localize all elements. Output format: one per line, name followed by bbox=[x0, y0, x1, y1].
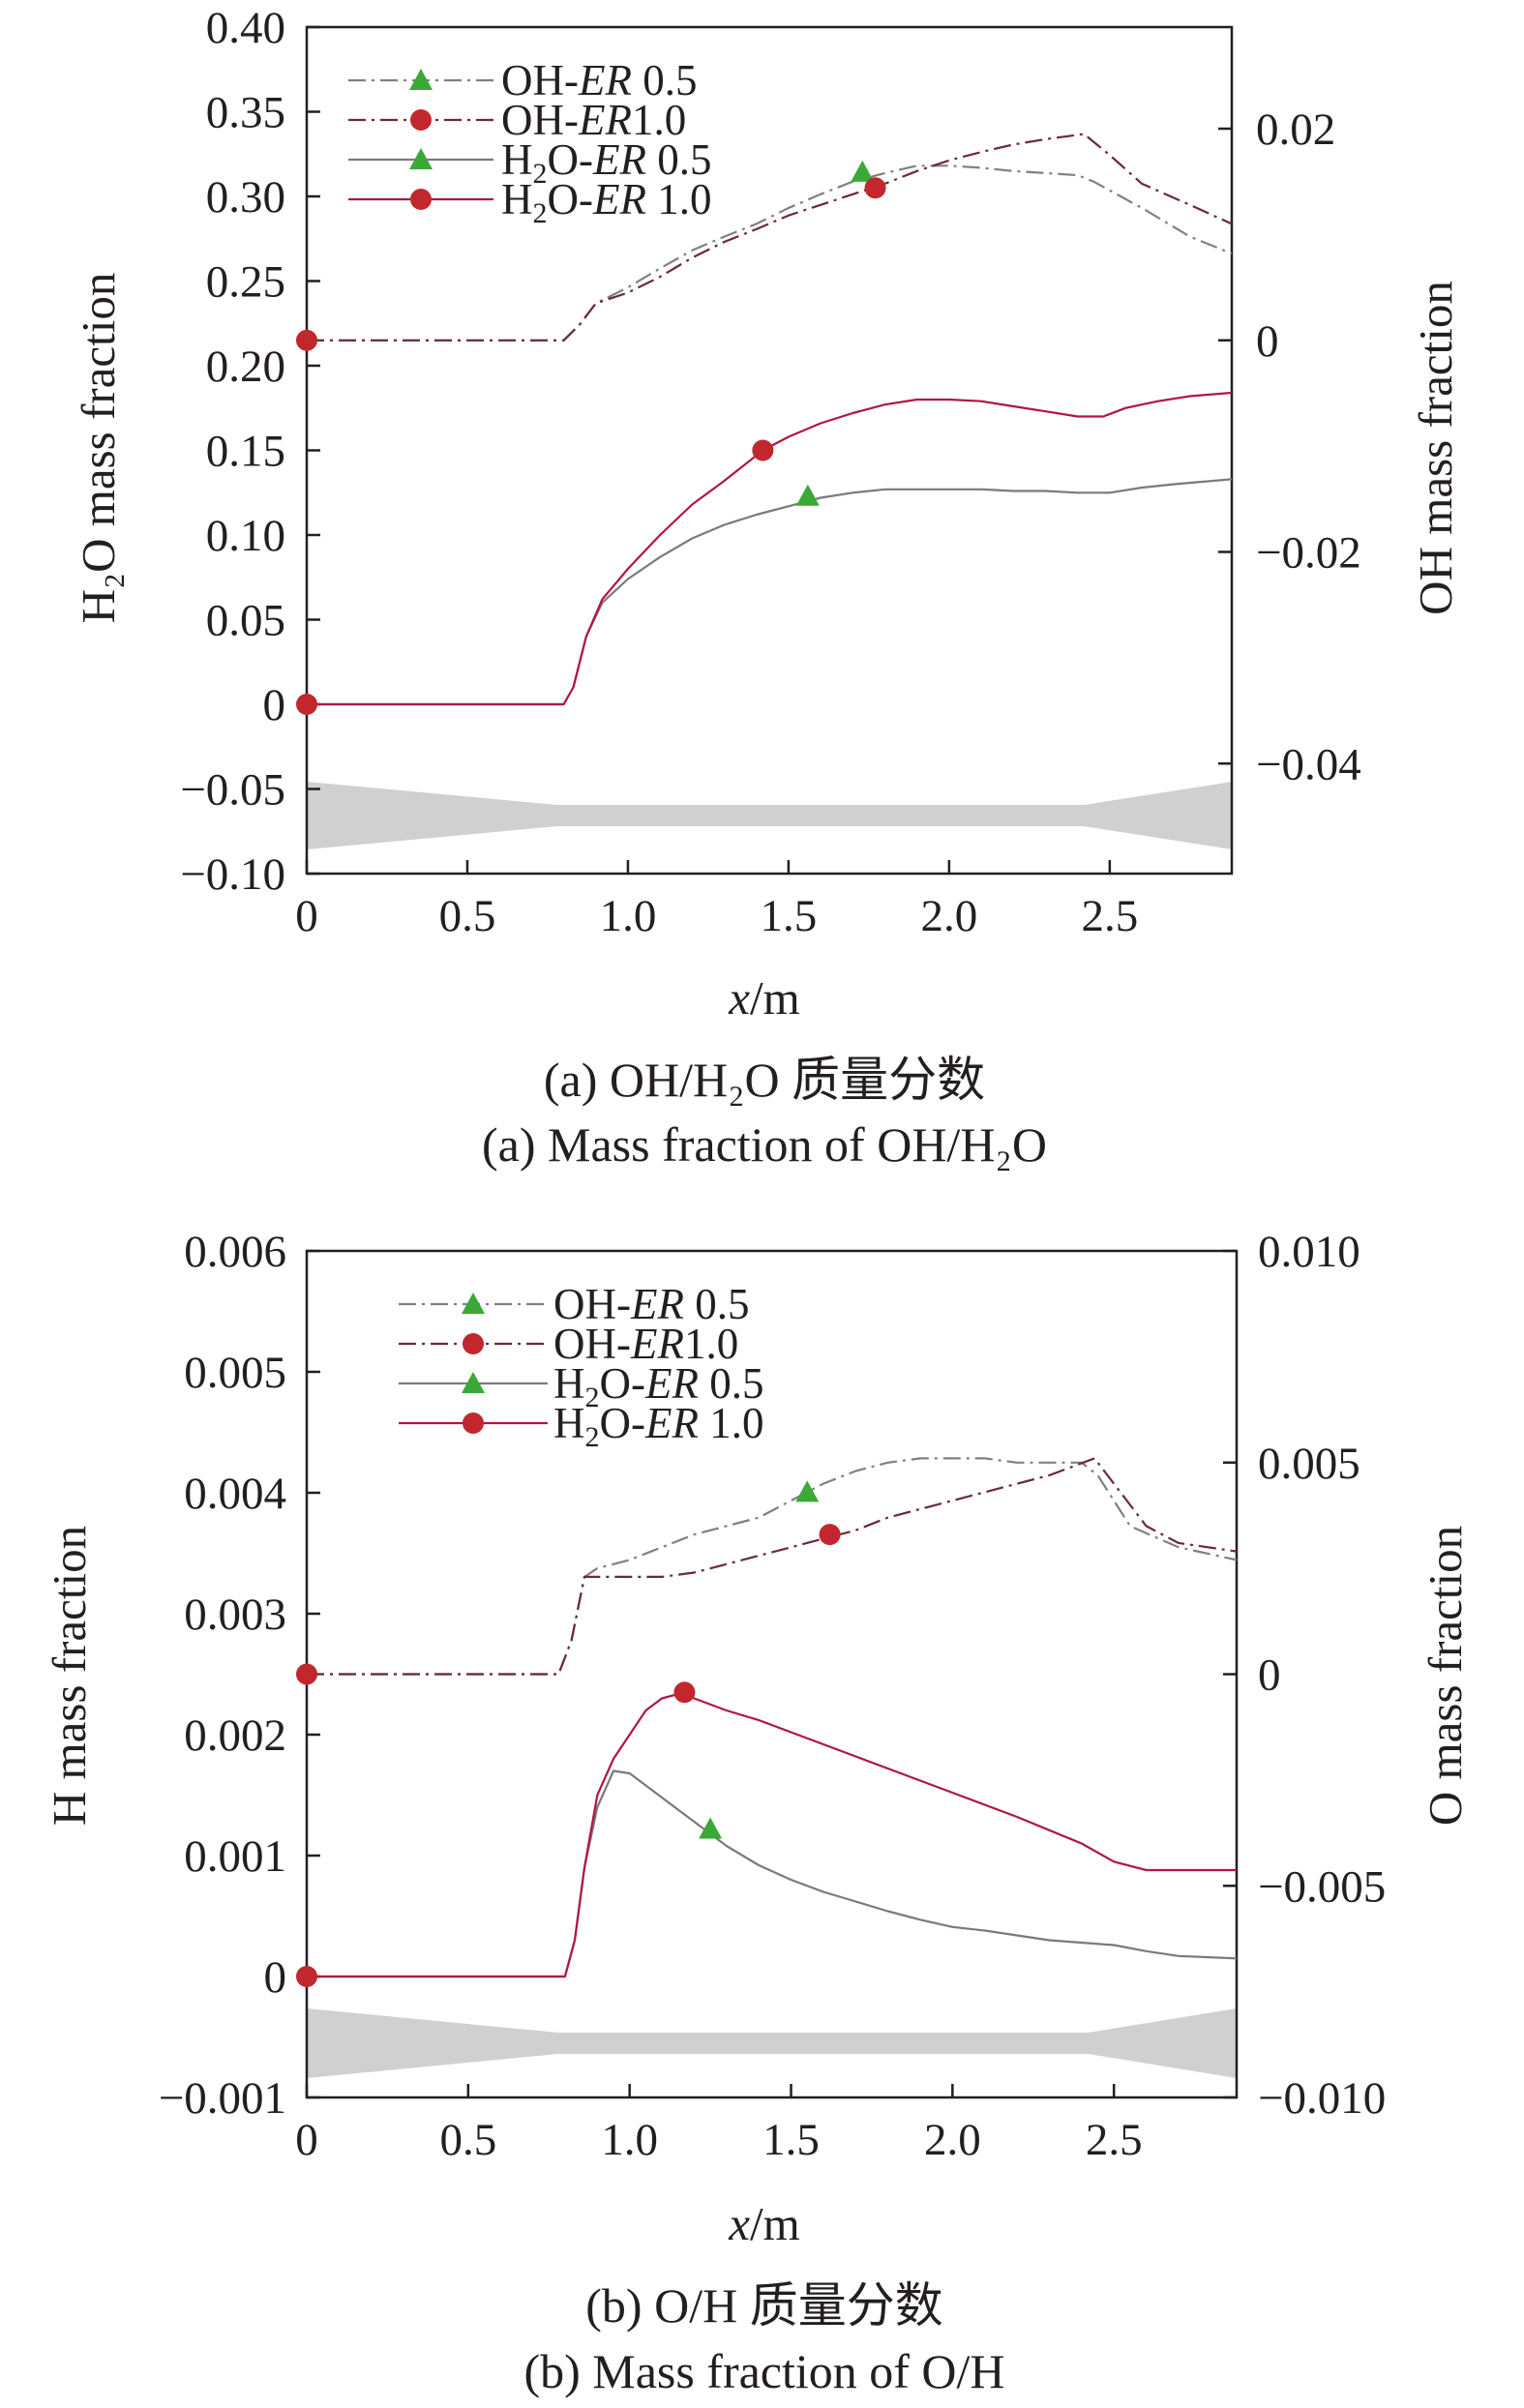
panel-b-x-tick-label: 0.5 bbox=[439, 2115, 496, 2165]
panel-a-start-marker bbox=[296, 694, 317, 715]
panel-a-x-tick-label: 2.5 bbox=[1081, 891, 1138, 941]
panel-a-left-tick-label: 0.15 bbox=[206, 427, 285, 477]
panel-a-series-line bbox=[307, 133, 1233, 342]
panel-b-left-tick-label: 0.006 bbox=[184, 1227, 286, 1277]
panel-a-nozzle-shape bbox=[307, 782, 1232, 849]
panel-b-left-axis-label: H mass fraction bbox=[43, 1526, 96, 1826]
panel-a-start-marker bbox=[296, 329, 317, 351]
panel-a-right-axis-label: OH mass fraction bbox=[1409, 281, 1462, 615]
panel-a-caption-zh: (a) OH/H₂O 质量分数 bbox=[544, 1053, 985, 1107]
panel-b-legend-marker bbox=[462, 1372, 485, 1393]
panel-a-x-tick-label: 0.5 bbox=[439, 891, 496, 941]
panel-a-legend-label: H2O-ER 1.0 bbox=[501, 175, 711, 229]
panel-a-series-marker bbox=[851, 160, 875, 182]
panel-a-legend-label: H2O-ER 0.5 bbox=[501, 135, 711, 190]
panel-a-left-tick-label: 0.20 bbox=[206, 342, 285, 392]
panel-b-right-tick-label: 0.005 bbox=[1258, 1439, 1360, 1489]
panel-a-x-tick-label: 0 bbox=[295, 891, 318, 941]
panel-b-legend-marker bbox=[462, 1293, 485, 1314]
panel-b-right-axis-label: O mass fraction bbox=[1419, 1526, 1472, 1826]
panel-b-nozzle-shape bbox=[307, 2008, 1237, 2078]
panel-a-plot-area: 0 0.5 1.0 1.5 2.0 2.5 0.40 0.35 0.30 0.25 0.20 0.15… bbox=[180, 3, 1361, 941]
panel-b-series-marker bbox=[699, 1817, 723, 1839]
panel-b-series-line bbox=[307, 1769, 1238, 1978]
panel-a-legend-marker bbox=[410, 109, 432, 131]
panel-a-legend-marker bbox=[409, 148, 433, 169]
panel-b-x-tick-label: 0 bbox=[295, 2115, 318, 2165]
panel-a-series-line bbox=[307, 164, 1233, 342]
panel-b-left-tick-label: 0.004 bbox=[184, 1469, 286, 1519]
panel-b-right-tick-label: −0.010 bbox=[1258, 2073, 1386, 2124]
panel-b-left-tick-label: −0.001 bbox=[159, 2073, 286, 2124]
panel-a-right-tick-label: 0.02 bbox=[1256, 104, 1335, 155]
panel-a-left-tick-label: 0.10 bbox=[206, 511, 285, 561]
panel-a-left-tick-label: 0 bbox=[263, 680, 286, 730]
panel-b-start-marker bbox=[296, 1663, 317, 1685]
panel-a-series-marker bbox=[864, 177, 886, 199]
panel-a-left-tick-label: 0.30 bbox=[206, 172, 285, 223]
panel-a-series-line bbox=[307, 391, 1233, 706]
panel-b-x-tick-label: 1.0 bbox=[601, 2115, 658, 2165]
panel-a-series-marker bbox=[795, 484, 820, 506]
panel-b-right-tick-label: 0 bbox=[1258, 1650, 1281, 1701]
panel-b-start-marker bbox=[296, 1966, 317, 1987]
panel-b-series-line bbox=[307, 1691, 1237, 1978]
panel-a-legend-marker bbox=[409, 69, 433, 90]
panel-b-legend-label: OH-ER 0.5 bbox=[553, 1280, 749, 1328]
panel-a-caption-en: (a) Mass fraction of OH/H₂O bbox=[482, 1117, 1047, 1172]
panel-b-series-marker bbox=[819, 1524, 841, 1546]
panel-a-left-tick-label: 0.25 bbox=[206, 257, 285, 308]
panel-b-left-tick-label: 0.002 bbox=[184, 1710, 286, 1761]
panel-b-left-tick-label: 0.001 bbox=[184, 1831, 286, 1882]
panel-b-x-axis-label: x/m bbox=[728, 2197, 799, 2250]
panel-a-x-tick-label: 1.5 bbox=[761, 891, 818, 941]
panel-a-left-tick-label: 0.05 bbox=[206, 596, 285, 646]
panel-b-caption-zh: (b) O/H 质量分数 bbox=[585, 2278, 942, 2333]
panel-a-chart: 0 0.5 1.0 1.5 2.0 2.5 0.40 0.35 0.30 0.25 0.20 0.15… bbox=[72, 3, 1462, 1172]
panel-a-series-marker bbox=[752, 439, 774, 461]
panel-b-legend-label: OH-ER1.0 bbox=[553, 1320, 738, 1368]
panel-a-left-axis-label: H₂O mass fraction bbox=[72, 273, 125, 624]
panel-b-series-line bbox=[307, 1457, 1238, 1676]
panel-a-right-tick-label: 0 bbox=[1256, 316, 1279, 367]
panel-a-legend-marker bbox=[410, 189, 432, 210]
panel-b-plot-area: 0 0.5 1.0 1.5 2.0 2.5 0.006 0.005 0.004 0.003 0.00… bbox=[159, 1227, 1387, 2165]
panel-b-legend-marker bbox=[463, 1412, 484, 1434]
panel-b-series-line bbox=[307, 1457, 1238, 1676]
panel-a-right-tick-label: −0.02 bbox=[1256, 528, 1361, 579]
panel-b-left-tick-label: 0.003 bbox=[184, 1590, 286, 1640]
panel-a-legend-label: OH-ER 0.5 bbox=[501, 56, 697, 104]
panel-a-x-tick-label: 2.0 bbox=[921, 891, 978, 941]
panel-b-series-marker bbox=[795, 1480, 820, 1502]
panel-b-legend-label: H2O-ER 0.5 bbox=[553, 1359, 763, 1413]
panel-b-legend-label: H2O-ER 1.0 bbox=[553, 1399, 763, 1453]
panel-a-legend-label: OH-ER1.0 bbox=[501, 96, 686, 144]
panel-b-x-tick-label: 2.5 bbox=[1086, 2115, 1143, 2165]
panel-a-left-tick-label: −0.10 bbox=[180, 849, 285, 900]
panel-b-right-tick-label: 0.010 bbox=[1258, 1227, 1360, 1277]
panel-a-x-tick-label: 1.0 bbox=[600, 891, 657, 941]
panel-b-x-tick-label: 2.0 bbox=[924, 2115, 981, 2165]
panel-b-legend-marker bbox=[463, 1333, 484, 1354]
panel-a-right-tick-label: −0.04 bbox=[1256, 739, 1361, 789]
panel-a-series-line bbox=[307, 478, 1233, 706]
panel-b-left-tick-label: 0 bbox=[264, 1952, 287, 2003]
panel-b-chart: 0 0.5 1.0 1.5 2.0 2.5 0.006 0.005 0.004 0.003 0.00… bbox=[43, 1227, 1472, 2398]
panel-b-right-tick-label: −0.005 bbox=[1258, 1861, 1386, 1912]
panel-b-left-tick-label: 0.005 bbox=[184, 1348, 286, 1398]
panel-a-x-axis-label: x/m bbox=[728, 971, 799, 1025]
panel-b-series-marker bbox=[673, 1681, 696, 1704]
panel-a-left-tick-label: 0.40 bbox=[206, 3, 285, 53]
panel-a-left-tick-label: 0.35 bbox=[206, 88, 285, 138]
panel-a-left-tick-label: −0.05 bbox=[180, 765, 285, 816]
panel-b-caption-en: (b) Mass fraction of O/H bbox=[523, 2344, 1004, 2398]
panel-b-x-tick-label: 1.5 bbox=[762, 2115, 820, 2165]
